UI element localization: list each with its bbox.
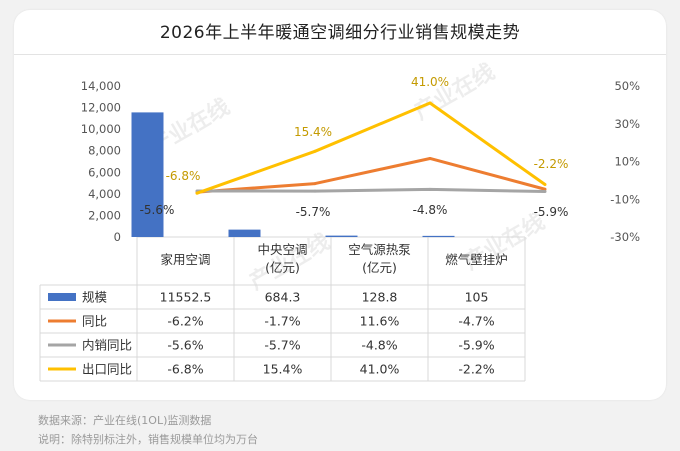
category-label: 燃气壁挂炉 [445, 252, 508, 267]
point-内销同比-4 [543, 190, 547, 194]
table-cell: 41.0% [360, 362, 400, 377]
table-cell: -5.9% [458, 338, 494, 353]
label-export-1: -6.8% [166, 169, 201, 183]
title-divider [14, 54, 666, 55]
table-cell: -6.8% [167, 362, 203, 377]
table-cell: -4.8% [361, 338, 397, 353]
line-内销同比 [196, 187, 546, 194]
left-axis: 0 2,000 4,000 6,000 8,000 10,000 12,000 14,000 [81, 79, 121, 244]
point-同比-4 [543, 187, 547, 191]
line-出口同比 [196, 101, 546, 195]
table-grid [39, 236, 526, 382]
bar-series [131, 112, 455, 238]
label-export-3: 41.0% [411, 75, 449, 89]
point-出口同比-1 [195, 191, 199, 195]
legend-label: 出口同比 [82, 362, 132, 377]
left-tick-label: 2,000 [88, 208, 121, 222]
table-cell: -5.7% [264, 338, 300, 353]
table-cell: -6.2% [167, 314, 203, 329]
left-tick-label: 6,000 [88, 165, 121, 179]
legend-label: 规模 [82, 290, 108, 305]
left-tick-label: 8,000 [88, 144, 121, 158]
category-label: 空气源热泵(亿元) [348, 242, 411, 275]
right-tick-label: 30% [614, 117, 640, 131]
point-出口同比-3 [428, 101, 432, 105]
label-export-4: -2.2% [534, 157, 569, 171]
line-series [195, 101, 547, 195]
right-tick-label: -10% [610, 192, 640, 206]
right-axis: -30% -10% 10% 30% 50% [610, 79, 640, 244]
watermark-text: 产业在线 [410, 59, 499, 126]
point-出口同比-4 [543, 183, 547, 187]
table-cell: -4.7% [458, 314, 494, 329]
table-cell: -2.2% [458, 362, 494, 377]
left-tick-label: 4,000 [88, 187, 121, 201]
bar-2 [228, 229, 261, 237]
point-同比-3 [428, 156, 432, 160]
legend-label: 同比 [82, 314, 107, 329]
bar-1 [131, 112, 164, 237]
point-出口同比-2 [313, 149, 317, 153]
label-domestic-3: -4.8% [413, 203, 448, 217]
left-tick-label: 12,000 [81, 101, 121, 115]
point-内销同比-3 [428, 187, 432, 191]
point-同比-2 [313, 182, 317, 186]
right-tick-label: -30% [610, 230, 640, 244]
table-cell: 15.4% [263, 362, 303, 377]
right-tick-label: 50% [614, 79, 640, 93]
legend-key-bar [48, 293, 76, 301]
table-cell: -1.7% [264, 314, 300, 329]
point-内销同比-2 [313, 189, 317, 193]
legend-label: 内销同比 [82, 338, 132, 353]
category-label: 家用空调 [160, 252, 210, 267]
label-domestic-1: -5.6% [140, 203, 175, 217]
left-tick-label: 14,000 [81, 79, 121, 93]
bar-4 [422, 235, 455, 238]
table-cell: 128.8 [362, 290, 398, 305]
right-tick-label: 10% [614, 155, 640, 169]
table-cell: 684.3 [265, 290, 301, 305]
label-export-2: 15.4% [294, 125, 332, 139]
left-tick-label: 0 [114, 230, 121, 244]
table-cell: 11.6% [360, 314, 400, 329]
footer-source: 数据来源：产业在线(1OL)监测数据 [38, 414, 212, 427]
footer-note: 说明：除特别标注外，销售规模单位均为万台 [38, 433, 258, 446]
table-cell: -5.6% [167, 338, 203, 353]
category-label: 中央空调(亿元) [257, 242, 307, 275]
table-cell: 105 [465, 290, 489, 305]
bar-3 [325, 235, 358, 237]
label-domestic-2: -5.7% [296, 205, 331, 219]
table-cell: 11552.5 [160, 290, 212, 305]
label-domestic-4: -5.9% [534, 205, 569, 219]
data-labels: -6.8% 15.4% 41.0% -2.2% -5.6% -5.7% -4.8% -5.9% [140, 75, 569, 219]
line-同比 [196, 156, 546, 194]
chart-card [14, 10, 666, 400]
chart-title: 2026年上半年暖通空调细分行业销售规模走势 [159, 23, 521, 43]
left-tick-label: 10,000 [81, 122, 121, 136]
